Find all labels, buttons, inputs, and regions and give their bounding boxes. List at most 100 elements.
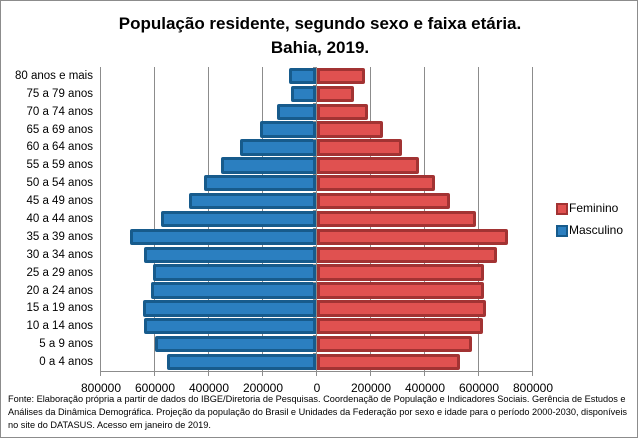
y-tick — [313, 246, 317, 247]
x-tick-label: 600000 — [134, 381, 176, 395]
y-tick — [313, 139, 317, 140]
bar-feminino — [317, 282, 484, 299]
bar-feminino — [317, 175, 435, 192]
bar-masculino — [150, 282, 316, 299]
y-tick — [313, 192, 317, 193]
y-tick — [313, 85, 317, 86]
bar-masculino — [189, 192, 316, 210]
y-tick — [313, 121, 317, 122]
y-tick — [313, 317, 317, 318]
bar-masculino — [290, 85, 316, 102]
bar-feminino — [317, 228, 508, 246]
bar-masculino — [220, 157, 316, 174]
bar-masculino — [129, 228, 316, 246]
y-tick — [313, 174, 317, 175]
y-tick — [313, 353, 317, 354]
x-tick-label: 400000 — [404, 381, 446, 395]
chart-title: População residente, segundo sexo e faix… — [118, 14, 522, 33]
gridline — [532, 67, 533, 371]
y-tick — [313, 67, 317, 68]
bar-masculino — [288, 67, 316, 85]
bar-masculino — [240, 139, 316, 156]
bar-feminino — [317, 157, 420, 174]
bar-feminino — [317, 318, 484, 335]
y-tick — [313, 299, 317, 300]
bar-masculino — [154, 335, 316, 353]
source-note: Fonte: Elaboração própria a partir de da… — [8, 394, 628, 430]
bar-feminino — [317, 335, 472, 353]
y-tick — [313, 264, 317, 265]
bar-masculino — [160, 210, 316, 228]
y-tick — [313, 228, 317, 229]
bar-feminino — [317, 67, 366, 85]
category-label: 0 a 4 anos — [39, 356, 93, 369]
y-tick — [313, 282, 317, 283]
x-tick — [100, 371, 101, 376]
category-label: 50 a 54 anos — [26, 177, 93, 190]
bar-masculino — [143, 318, 316, 335]
y-tick — [313, 156, 317, 157]
x-tick — [370, 371, 371, 376]
x-tick-label: 600000 — [458, 381, 500, 395]
category-label: 55 a 59 anos — [26, 159, 93, 172]
category-label: 30 a 34 anos — [26, 248, 93, 261]
x-tick-label: 0 — [313, 381, 321, 395]
chart-subtitle: Bahia, 2019. — [270, 38, 370, 57]
x-tick — [532, 371, 533, 376]
x-tick-label: 200000 — [242, 381, 284, 395]
bar-feminino — [317, 210, 476, 228]
bar-feminino — [317, 121, 384, 138]
legend-item-masculino: Masculino — [556, 222, 636, 244]
category-label: 65 a 69 anos — [26, 123, 93, 136]
y-tick — [313, 103, 317, 104]
category-label: 40 a 44 anos — [26, 213, 93, 225]
category-label: 80 anos e mais — [15, 69, 93, 82]
legend-item-feminino: Feminino — [556, 200, 636, 222]
category-label: 70 a 74 anos — [26, 105, 93, 118]
bar-feminino — [317, 85, 354, 102]
x-tick — [208, 371, 209, 376]
bar-feminino — [317, 300, 487, 317]
bar-masculino — [142, 300, 316, 317]
category-label: 20 a 24 anos — [26, 284, 93, 297]
x-tick — [478, 371, 479, 376]
bar-masculino — [152, 264, 316, 281]
bar-feminino — [317, 192, 451, 210]
category-label: 10 a 14 anos — [26, 320, 93, 333]
bar-feminino — [317, 139, 403, 156]
y-tick — [313, 210, 317, 211]
category-label: 35 a 39 anos — [26, 230, 93, 243]
x-tick-label: 200000 — [350, 381, 392, 395]
bar-masculino — [203, 175, 316, 192]
category-axis-labels: 80 anos e mais 75 a 79 anos 70 a 74 anos 65… — [1, 1, 93, 437]
x-tick-label: 400000 — [188, 381, 230, 395]
y-tick — [313, 335, 317, 336]
x-tick — [154, 371, 155, 376]
bar-feminino — [317, 353, 461, 371]
x-tick — [262, 371, 263, 376]
legend-swatch-feminino-icon — [556, 203, 568, 215]
x-tick-label: 800000 — [80, 381, 122, 395]
category-label: 25 a 29 anos — [26, 266, 93, 279]
y-axis-line — [316, 67, 317, 371]
legend-label: Masculino — [569, 223, 624, 237]
legend: Feminino Masculino — [556, 200, 636, 244]
category-label: 5 a 9 anos — [39, 338, 93, 351]
bar-masculino — [143, 246, 316, 263]
category-label: 45 a 49 anos — [26, 195, 93, 208]
legend-swatch-masculino-icon — [556, 225, 568, 237]
bar-feminino — [317, 103, 369, 120]
category-label: 75 a 79 anos — [26, 87, 93, 100]
legend-label: Feminino — [569, 201, 619, 215]
bar-feminino — [317, 246, 497, 263]
bar-masculino — [276, 103, 316, 120]
gridline — [100, 67, 101, 371]
category-label: 15 a 19 anos — [26, 302, 93, 315]
gridline — [154, 67, 155, 371]
x-tick — [316, 371, 317, 376]
bar-feminino — [317, 264, 485, 281]
x-tick-label: 800000 — [512, 381, 554, 395]
bar-masculino — [166, 353, 316, 371]
category-label: 60 a 64 anos — [26, 141, 93, 154]
